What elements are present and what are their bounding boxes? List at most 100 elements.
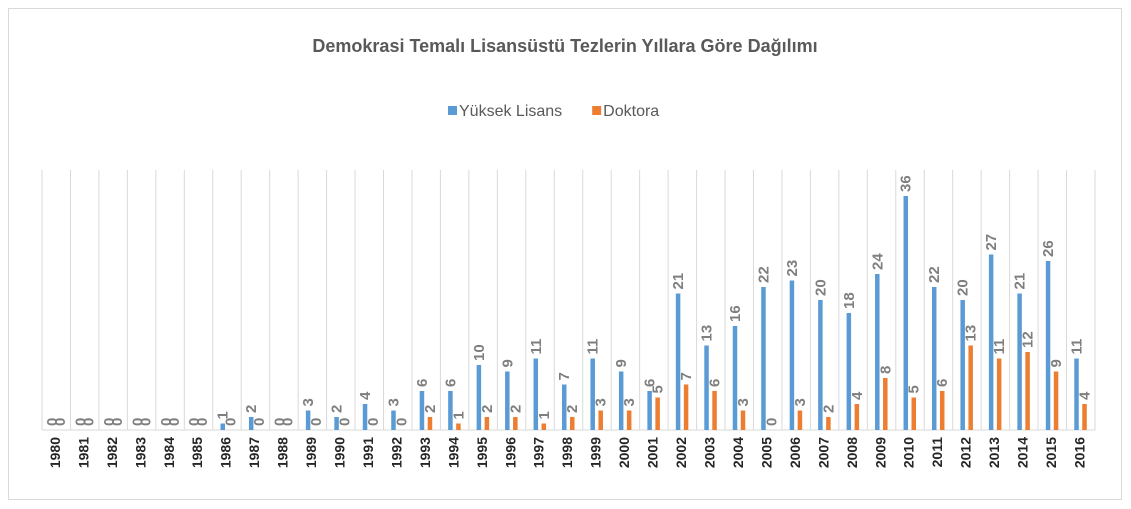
data-label: 0 — [80, 418, 97, 426]
data-label: 12 — [1020, 331, 1037, 348]
bar — [448, 391, 453, 430]
bar — [797, 410, 803, 430]
x-tick-label: 1987 — [246, 437, 262, 468]
bar — [626, 410, 632, 430]
data-label: 6 — [414, 379, 431, 387]
bar — [220, 423, 225, 430]
data-label: 0 — [365, 418, 382, 426]
data-label: 4 — [1076, 391, 1093, 400]
bar — [513, 417, 518, 430]
data-label: 6 — [934, 379, 951, 387]
bar — [939, 391, 945, 430]
data-label: 0 — [337, 418, 354, 426]
bar — [1082, 404, 1087, 430]
x-tick-label: 2002 — [673, 437, 689, 468]
data-label: 5 — [906, 385, 923, 393]
data-label: 6 — [707, 379, 724, 387]
bar — [683, 384, 689, 430]
bar — [1053, 371, 1059, 430]
data-label: 3 — [593, 398, 610, 406]
data-label: 4 — [357, 391, 374, 400]
bar — [911, 397, 917, 430]
data-label: 4 — [849, 391, 866, 400]
data-label: 0 — [137, 418, 154, 426]
data-label: 36 — [898, 175, 915, 192]
data-label: 16 — [727, 305, 744, 322]
data-label: 0 — [272, 418, 289, 426]
bar — [427, 417, 433, 430]
data-label: 0 — [763, 418, 780, 426]
bar — [712, 391, 717, 430]
x-tick-label: 2013 — [986, 437, 1002, 468]
x-tick-label: 2003 — [702, 437, 718, 468]
x-tick-label: 1986 — [218, 437, 234, 468]
data-label: 3 — [385, 398, 402, 406]
data-label: 2 — [479, 405, 496, 413]
data-label: 6 — [642, 379, 659, 387]
data-label: 9 — [1048, 359, 1065, 367]
x-tick-label: 1991 — [360, 437, 376, 468]
data-label: 24 — [869, 253, 886, 270]
data-label: 0 — [101, 418, 118, 426]
data-label: 1 — [536, 411, 553, 419]
bar — [675, 293, 681, 430]
data-label: 2 — [329, 405, 346, 413]
bar — [1045, 261, 1051, 430]
legend-swatch — [592, 106, 602, 115]
x-tick-label: 1995 — [474, 437, 490, 468]
bar — [618, 371, 624, 430]
bar — [590, 358, 595, 430]
data-label: 0 — [44, 418, 61, 426]
data-label: 11 — [991, 339, 1008, 355]
data-label: 0 — [166, 418, 183, 426]
x-tick-label: 1999 — [588, 437, 604, 468]
legend-swatch — [448, 106, 457, 115]
data-label: 0 — [280, 418, 297, 426]
x-tick-label: 2011 — [929, 437, 945, 468]
data-label: 11 — [1068, 339, 1085, 355]
bar — [655, 397, 660, 430]
chart-title: Demokrasi Temalı Lisansüstü Tezlerin Yıl… — [312, 36, 817, 56]
data-label: 3 — [621, 398, 638, 406]
x-tick-label: 2008 — [844, 437, 860, 468]
bar — [996, 358, 1002, 430]
bar — [988, 254, 994, 430]
data-label: 20 — [812, 279, 829, 296]
bar — [704, 345, 709, 430]
bar — [476, 365, 482, 430]
x-tick-label: 1983 — [132, 437, 148, 468]
data-label: 18 — [841, 292, 858, 309]
data-label: 3 — [792, 398, 809, 406]
data-label: 8 — [877, 366, 894, 374]
x-tick-label: 1997 — [531, 437, 547, 468]
bar — [533, 358, 539, 430]
bar — [562, 384, 567, 430]
legend-label: Doktora — [603, 103, 659, 120]
x-tick-label: 1981 — [75, 437, 91, 468]
data-label: 0 — [158, 418, 175, 426]
x-tick-label: 2000 — [616, 437, 632, 468]
x-tick-label: 2007 — [815, 437, 831, 468]
data-label: 0 — [251, 418, 268, 426]
data-label: 9 — [613, 359, 630, 367]
data-label: 1 — [450, 411, 467, 419]
bar — [931, 287, 937, 430]
x-tick-label: 2009 — [872, 437, 888, 468]
bar — [484, 417, 490, 430]
data-label: 2 — [243, 405, 260, 413]
data-label: 23 — [784, 260, 801, 277]
data-label: 9 — [499, 359, 516, 367]
data-label: 20 — [955, 279, 972, 296]
data-label: 2 — [820, 405, 837, 413]
data-label: 0 — [129, 418, 146, 426]
x-tick-label: 1988 — [275, 437, 291, 468]
data-label: 6 — [442, 379, 459, 387]
bar — [248, 417, 254, 430]
data-label: 21 — [670, 273, 687, 290]
data-label: 2 — [507, 405, 524, 413]
x-tick-label: 1989 — [303, 437, 319, 468]
x-tick-label: 2001 — [645, 437, 661, 468]
x-tick-label: 1996 — [502, 437, 518, 468]
bar — [789, 280, 795, 430]
